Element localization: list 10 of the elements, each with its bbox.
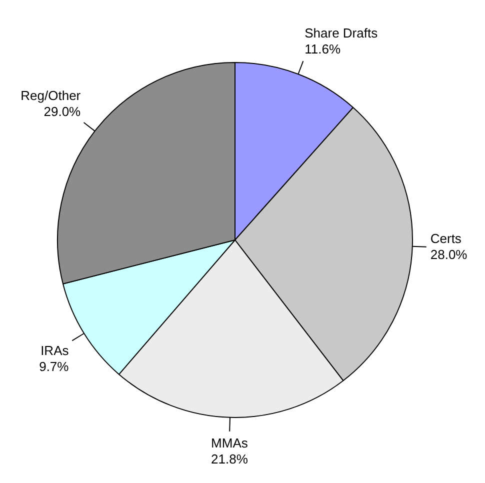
data-label: 21.8% [211, 451, 248, 466]
slice-label: MMAs [211, 435, 248, 450]
slice-label: IRAs [40, 342, 70, 358]
slice-label: Share Drafts [304, 25, 378, 40]
data-label: 11.6% [304, 41, 341, 56]
data-label: 29.0% [44, 104, 82, 120]
data-label: 9.7% [39, 358, 70, 374]
slice-label: Reg/Other [20, 88, 82, 104]
slice-label: Certs [430, 231, 462, 246]
data-label: 28.0% [430, 247, 468, 262]
